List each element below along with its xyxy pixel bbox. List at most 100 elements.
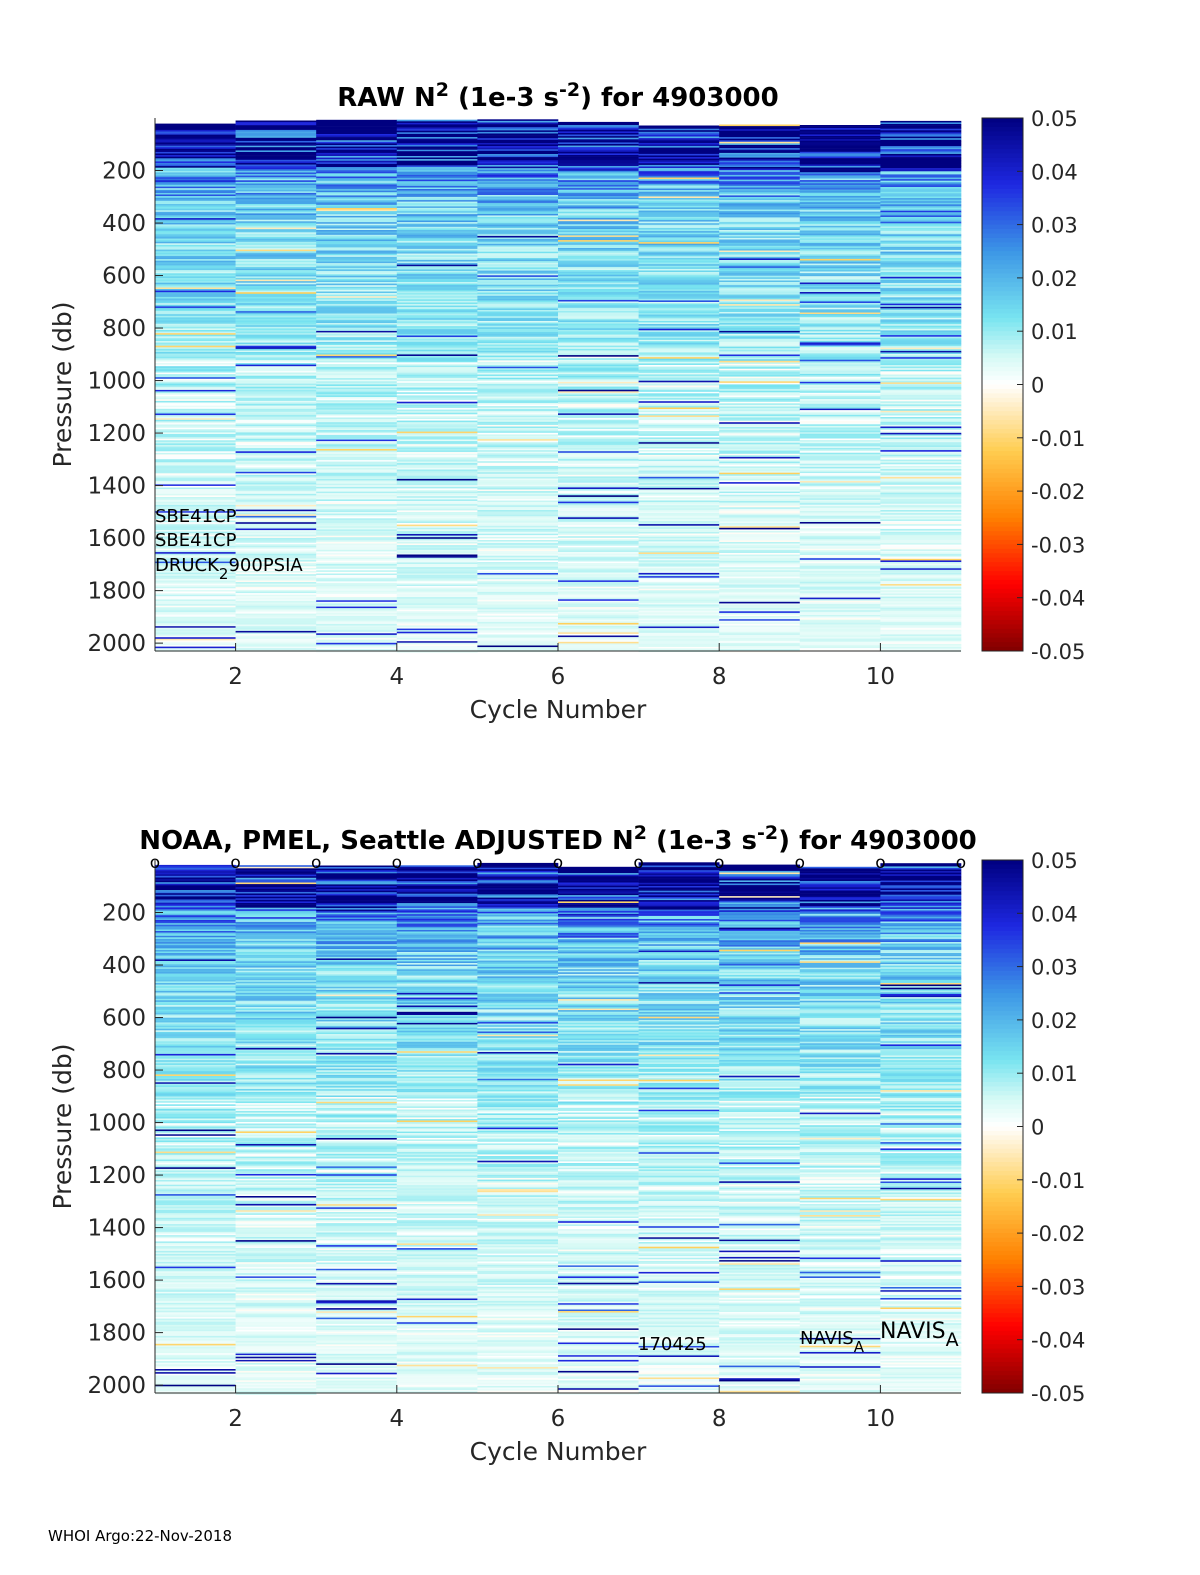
heatmap-cell [880,505,962,508]
heatmap-cell [719,242,801,245]
heatmap-cell [396,633,478,636]
heatmap-cell [638,554,720,556]
heatmap-cell [477,442,559,445]
heatmap-cell [558,583,639,586]
heatmap-cell [155,478,236,480]
heatmap-cell [235,1000,317,1003]
heatmap-cell [155,1369,236,1371]
heatmap-cell [719,477,801,480]
heatmap-cell [235,898,317,901]
heatmap-cell [235,1007,317,1009]
heatmap-cell [235,929,317,932]
colorbar-segment [982,406,1023,412]
heatmap-cell [880,539,962,542]
heatmap-cell [316,1271,398,1274]
heatmap-cell [235,994,317,997]
heatmap-cell [316,549,398,552]
heatmap-cell [638,333,720,336]
heatmap-cell [396,1369,478,1372]
heatmap-cell [638,516,720,519]
heatmap-cell [155,410,236,413]
heatmap-cell [396,138,478,141]
heatmap-cell [155,626,236,629]
heatmap-cell [719,200,801,202]
heatmap-cell [155,580,236,583]
heatmap-cell [638,286,720,289]
heatmap-cell [235,262,317,265]
heatmap-cell [719,573,801,576]
heatmap-cell [396,1366,478,1369]
heatmap-cell [477,615,559,618]
heatmap-cell [235,377,317,380]
heatmap-cell [799,405,881,408]
heatmap-cell [316,619,398,622]
heatmap-cell [235,1174,317,1176]
heatmap-cell [155,1206,236,1209]
heatmap-cell [799,285,881,288]
heatmap-cell [477,563,559,566]
heatmap-cell [396,126,478,128]
heatmap-cell [316,1097,398,1099]
heatmap-cell [155,322,236,324]
heatmap-cell [719,197,801,199]
heatmap-cell [316,282,398,284]
heatmap-cell [799,232,881,234]
heatmap-cell [396,467,478,470]
colorbar-segment [982,424,1023,430]
heatmap-cell [235,646,317,649]
heatmap-cell [155,263,236,266]
heatmap-cell [316,1073,398,1076]
heatmap-cell [477,648,559,651]
heatmap-cell [316,266,398,269]
colorbar-segment [982,504,1023,510]
heatmap-cell [316,601,398,604]
heatmap-cell [155,370,236,373]
heatmap-cell [558,444,639,447]
heatmap-cell [638,207,720,210]
heatmap-cell [558,616,639,619]
colorbar-segment [982,131,1023,137]
heatmap-cell [155,1085,236,1088]
heatmap-cell [235,560,317,562]
heatmap-cell [880,276,962,279]
heatmap-cell [558,459,639,461]
colorbar-segment [982,562,1023,568]
heatmap-cell [155,1132,236,1135]
heatmap-cell [316,505,398,508]
heatmap-cell [396,611,478,614]
heatmap-cell [880,418,962,421]
heatmap-cell [155,591,236,594]
heatmap-cell [235,561,317,564]
heatmap-cell [235,1205,317,1208]
colorbar-tick-label: 0.05 [1031,107,1078,131]
heatmap-cell [638,533,720,536]
heatmap-cell [799,566,881,568]
heatmap-cell [316,1194,398,1197]
heatmap-cell [719,639,801,642]
heatmap-cell [396,584,478,587]
heatmap-cell [316,214,398,217]
heatmap-cell [396,181,478,184]
heatmap-cell [396,245,478,248]
heatmap-cell [477,472,559,475]
heatmap-cell [235,1386,317,1389]
heatmap-cell [558,125,639,127]
heatmap-cell [638,464,720,467]
heatmap-cell [558,463,639,466]
heatmap-cell [396,918,478,921]
heatmap-cell [316,1026,398,1029]
heatmap-cell [316,449,398,451]
heatmap-cell [880,563,962,566]
heatmap-cell [638,407,720,410]
heatmap-cell [396,308,478,311]
heatmap-cell [719,163,801,166]
heatmap-cell [155,497,236,499]
heatmap-cell [638,587,720,589]
heatmap-cell [719,598,801,601]
heatmap-cell [477,176,559,178]
heatmap-cell [558,263,639,266]
heatmap-cell [316,1298,398,1301]
heatmap-cell [799,447,881,450]
heatmap-cell [316,568,398,571]
heatmap-cell [316,598,398,601]
